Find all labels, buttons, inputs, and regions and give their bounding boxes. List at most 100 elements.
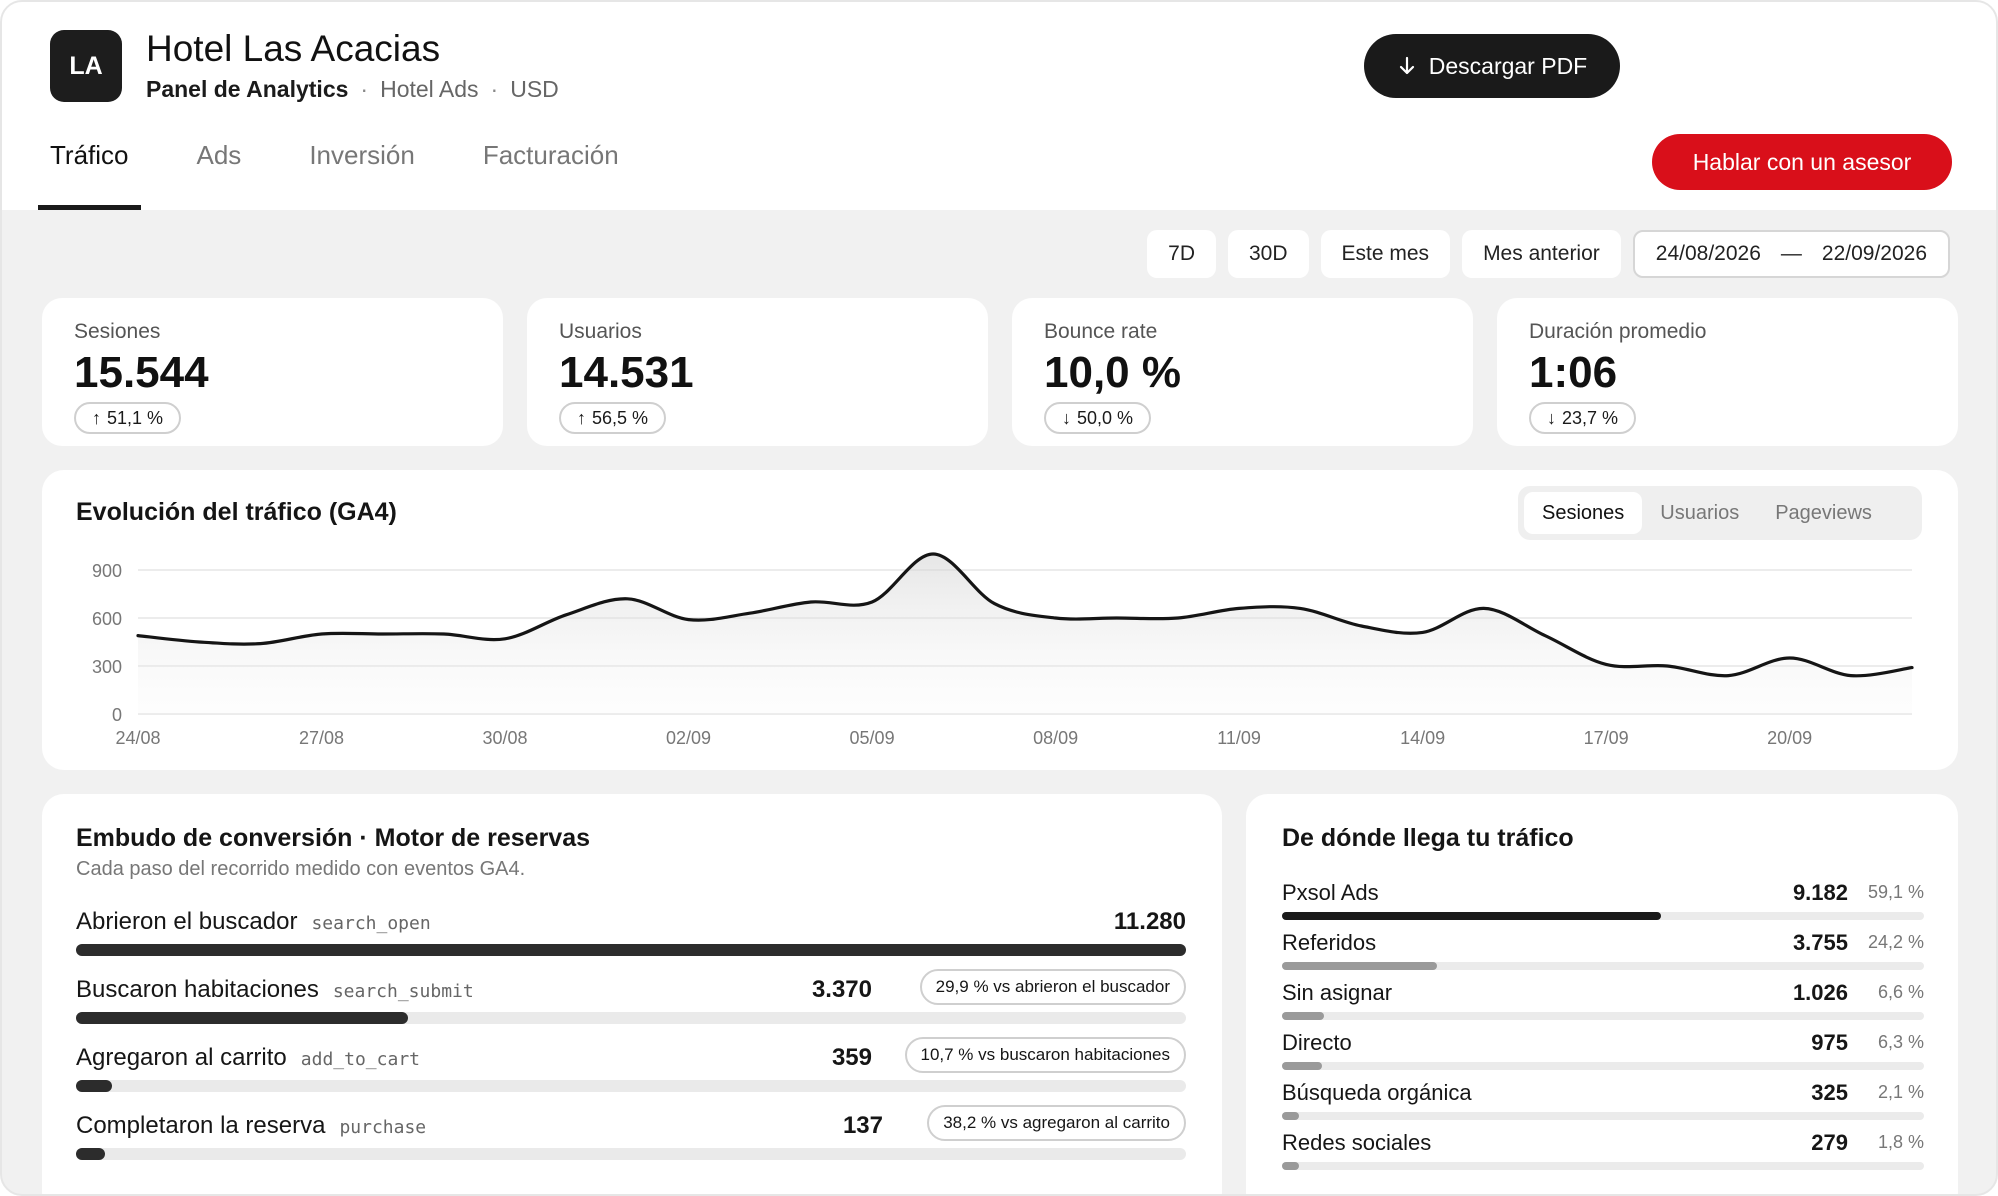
traffic-line-chart: 0 300 600 900 24/08 27/08 30/08 02/09 05/09 08/09… (92, 552, 1914, 748)
x-tick-label: 30/08 (483, 728, 528, 748)
subtitle-separator: · (360, 76, 369, 102)
source-row: Búsqueda orgánica 325 2,1 % (1282, 1080, 1924, 1130)
kpi-delta-badge: ↓ 50,0 % (1044, 402, 1152, 434)
funnel-step-event: purchase (339, 1117, 427, 1138)
funnel-step-bar (76, 1012, 408, 1024)
arrow-up-icon: ↑ (92, 407, 101, 428)
kpi-card-avg-duration: Duración promedio 1:06 ↓ 23,7 % (1497, 298, 1958, 446)
tab-inversion[interactable]: Inversión (309, 140, 415, 170)
kpi-delta: 23,7 % (1562, 407, 1619, 428)
source-value: 1.026 (1792, 980, 1848, 1005)
funnel-step-name: Buscaron habitaciones search_submit (76, 976, 474, 1004)
source-bar (1282, 1162, 1299, 1170)
kpi-card-users: Usuarios 14.531 ↑ 56,5 % (527, 298, 988, 446)
kpi-delta-badge: ↑ 56,5 % (559, 402, 667, 434)
kpi-label: Sesiones (74, 320, 161, 343)
source-percent: 2,1 % (1877, 1082, 1924, 1102)
arrow-up-icon: ↑ (577, 407, 586, 428)
funnel-step-track (76, 944, 1186, 956)
toggle-sesiones[interactable]: Sesiones (1524, 492, 1643, 534)
arrow-down-icon: ↓ (1062, 407, 1071, 428)
filter-last-month-button[interactable]: Mes anterior (1462, 230, 1621, 278)
tab-facturacion[interactable]: Facturación (482, 140, 619, 170)
source-value: 9.182 (1792, 880, 1848, 905)
download-pdf-label: Descargar PDF (1428, 52, 1588, 79)
date-from: 24/08/2026 (1655, 242, 1761, 265)
source-row: Sin asignar 1.026 6,6 % (1282, 980, 1924, 1030)
source-track (1282, 1062, 1924, 1070)
source-name: Sin asignar (1282, 980, 1393, 1005)
funnel-step-name: Abrieron el buscador search_open (76, 908, 431, 936)
source-value: 975 (1811, 1030, 1848, 1055)
source-bar (1282, 1062, 1323, 1070)
funnel-step: Completaron la reserva purchase 137 38,2 … (76, 1105, 1186, 1174)
talk-to-advisor-button[interactable]: Hablar con un asesor (1652, 134, 1952, 190)
download-pdf-button[interactable]: Descargar PDF (1364, 34, 1620, 98)
x-tick-label: 05/09 (850, 728, 895, 748)
funnel-step-bar (76, 1148, 105, 1160)
date-range-picker[interactable]: 24/08/2026 — 22/09/2026 (1632, 230, 1950, 278)
funnel-step-event: search_open (311, 913, 431, 934)
series-area (138, 553, 1912, 714)
kpi-value: 14.531 (559, 348, 694, 397)
source-name: Directo (1282, 1030, 1352, 1055)
funnel-step-value: 137 (842, 1112, 883, 1139)
funnel-step-event: add_to_cart (300, 1049, 420, 1070)
funnel-step-value: 3.370 (811, 976, 872, 1003)
source-percent: 6,6 % (1877, 982, 1924, 1002)
kpi-delta: 50,0 % (1077, 407, 1134, 428)
subtitle-currency: USD (510, 76, 559, 102)
source-percent: 1,8 % (1877, 1132, 1924, 1152)
kpi-label: Usuarios (559, 320, 642, 343)
source-name: Redes sociales (1282, 1130, 1432, 1155)
funnel-step-value: 359 (831, 1044, 872, 1071)
funnel-step: Agregaron al carrito add_to_cart 359 10,7… (76, 1037, 1186, 1106)
hotel-logo-avatar: LA (50, 30, 122, 102)
arrow-down-icon (1399, 56, 1414, 75)
x-tick-label: 02/09 (666, 728, 711, 748)
funnel-step-comparison: 38,2 % vs agregaron al carrito (927, 1105, 1186, 1141)
x-tick-label: 08/09 (1033, 728, 1078, 748)
source-value: 279 (1811, 1130, 1848, 1155)
page-header: LA Hotel Las Acacias Panel de Analytics ·… (2, 2, 1996, 210)
source-row: Referidos 3.755 24,2 % (1282, 930, 1924, 980)
source-track (1282, 1112, 1924, 1120)
traffic-sources-title: De dónde llega tu tráfico (1282, 824, 1574, 852)
tab-trafico[interactable]: Tráfico (38, 140, 141, 210)
kpi-label: Duración promedio (1529, 320, 1707, 343)
kpi-value: 10,0 % (1044, 348, 1181, 397)
funnel-step-label: Agregaron al carrito (76, 1044, 287, 1071)
source-name: Referidos (1282, 930, 1377, 955)
kpi-delta-badge: ↑ 51,1 % (74, 402, 182, 434)
main-tabs: Tráfico Ads Inversión Facturación (38, 140, 675, 210)
source-track (1282, 1012, 1924, 1020)
source-bar (1282, 1012, 1325, 1020)
source-track (1282, 962, 1924, 970)
y-tick-label: 600 (92, 609, 122, 629)
filter-30d-button[interactable]: 30D (1228, 230, 1309, 278)
funnel-title: Embudo de conversión · Motor de reservas (76, 824, 591, 852)
filter-this-month-button[interactable]: Este mes (1320, 230, 1451, 278)
source-row: Redes sociales 279 1,8 % (1282, 1130, 1924, 1180)
kpi-value: 1:06 (1529, 348, 1618, 397)
x-tick-label: 20/09 (1767, 728, 1812, 748)
tab-ads[interactable]: Ads (196, 140, 242, 170)
x-tick-label: 17/09 (1584, 728, 1629, 748)
subtitle-panel: Panel de Analytics (146, 76, 349, 102)
x-tick-label: 11/09 (1217, 728, 1261, 748)
filter-7d-button[interactable]: 7D (1147, 230, 1216, 278)
funnel-step: Abrieron el buscador search_open 11.280 (76, 908, 1186, 970)
source-value: 3.755 (1792, 930, 1848, 955)
toggle-pageviews[interactable]: Pageviews (1775, 501, 1872, 524)
toggle-usuarios[interactable]: Usuarios (1660, 501, 1740, 524)
funnel-step-comparison: 10,7 % vs buscaron habitaciones (904, 1037, 1186, 1073)
funnel-step-label: Buscaron habitaciones (76, 976, 319, 1003)
funnel-step-bar (76, 1080, 112, 1092)
source-name: Búsqueda orgánica (1282, 1080, 1472, 1105)
kpi-card-sessions: Sesiones 15.544 ↑ 51,1 % (42, 298, 503, 446)
kpi-label: Bounce rate (1044, 320, 1158, 343)
funnel-step-bar (76, 944, 1186, 956)
subtitle-separator: · (490, 76, 499, 102)
funnel-step-name: Agregaron al carrito add_to_cart (76, 1044, 420, 1072)
